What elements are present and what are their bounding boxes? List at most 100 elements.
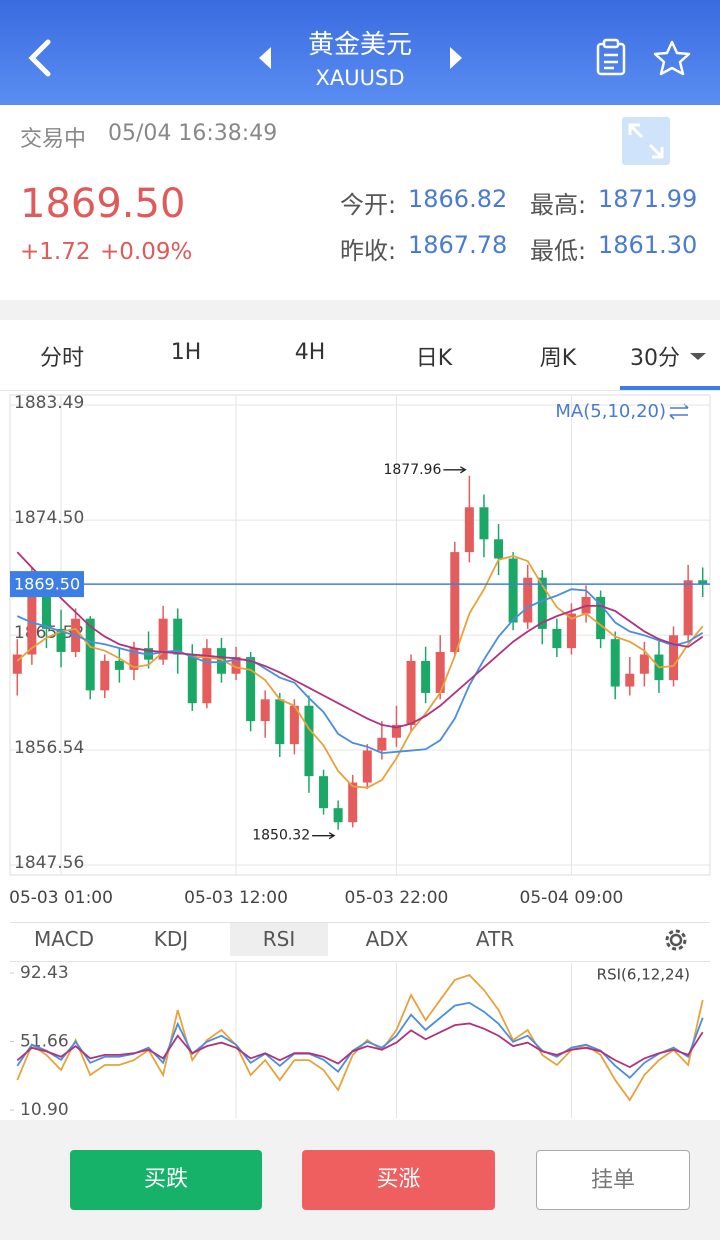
buy-button[interactable]: 买涨 <box>302 1150 495 1210</box>
candle-body <box>56 628 66 652</box>
indicator-tab-selected[interactable]: RSI <box>262 927 296 951</box>
indicator-settings[interactable] <box>660 924 692 956</box>
next-symbol[interactable] <box>450 47 462 69</box>
extreme-arrow-head <box>460 466 467 474</box>
candle-body <box>669 635 679 681</box>
separator <box>0 300 720 320</box>
extreme-arrow-head <box>328 832 336 840</box>
indicator-line <box>16 974 704 1102</box>
open-label: 今开: <box>340 191 397 219</box>
candle-body <box>129 648 139 670</box>
candle-body <box>187 654 197 704</box>
candle-body <box>85 618 95 691</box>
candle-body <box>698 580 708 585</box>
indicator-tab[interactable]: KDJ <box>153 927 189 951</box>
prev-close-label: 昨收: <box>340 237 397 265</box>
divider <box>10 961 710 962</box>
quote-panel: 交易中 05/04 16:38:49 1869.50 +1.72 +0.09% … <box>0 105 720 300</box>
period-tab[interactable]: 周K <box>539 346 577 371</box>
candle-body <box>202 648 212 704</box>
indicator-tab-highlight <box>230 923 328 956</box>
y-tick-label: 1856.54 <box>14 738 84 758</box>
extreme-label: 1877.96 <box>383 462 441 478</box>
y-tick-label: 1874.50 <box>14 508 84 528</box>
sell-button[interactable]: 买跌 <box>70 1150 262 1210</box>
candle-body <box>464 507 474 553</box>
y-tick-label: 51.66 <box>20 1032 69 1052</box>
y-tick-label: 1847.56 <box>14 853 84 873</box>
candle-body <box>435 651 445 693</box>
candle-body <box>289 705 299 745</box>
indicator-legend: RSI(6,12,24) <box>597 966 690 984</box>
candle-body <box>610 639 620 687</box>
x-tick-label: 05-03 22:00 <box>345 888 449 908</box>
candle-body <box>596 596 606 640</box>
candle-body <box>639 654 649 674</box>
indicator-line <box>16 1022 704 1069</box>
back-button[interactable] <box>28 39 51 77</box>
favorite-star[interactable] <box>653 40 691 76</box>
high-value: 1871.99 <box>598 185 698 213</box>
symbol-code: XAUUSD <box>315 66 405 90</box>
divider <box>0 390 720 391</box>
open-value: 1866.82 <box>408 185 508 213</box>
pending-order-button[interactable]: 挂单 <box>536 1150 690 1210</box>
candle-body <box>231 657 241 674</box>
candle-body <box>683 580 693 636</box>
candle-body <box>552 628 562 649</box>
candle-body <box>275 699 285 745</box>
header: 黄金美元 XAUUSD <box>0 0 720 105</box>
candle-body <box>41 590 51 629</box>
indicator-line <box>16 1001 704 1079</box>
candle-body <box>362 750 372 783</box>
prev-symbol[interactable] <box>259 47 271 69</box>
price-change: +1.72 <box>20 239 91 265</box>
period-tab[interactable]: 4H <box>294 340 326 365</box>
period-tab[interactable]: 日K <box>415 346 453 371</box>
candle-body <box>304 705 314 777</box>
candle-body <box>537 577 547 629</box>
candlestick-chart: 05-03 01:00 05-03 12:00 05-03 22:00 05-04 0… <box>9 393 711 908</box>
candle-body <box>319 776 329 809</box>
candle-body <box>479 507 489 540</box>
candle-body <box>158 618 168 660</box>
indicator-line <box>16 554 704 789</box>
indicator-tab[interactable]: ADX <box>365 927 409 951</box>
candle-body <box>391 724 401 738</box>
y-tick-label: 1883.49 <box>14 393 84 413</box>
ma-toggle-icon[interactable] <box>669 403 689 420</box>
prev-close-value: 1867.78 <box>408 231 508 259</box>
x-tick-label: 05-04 09:00 <box>520 888 624 908</box>
candle-body <box>173 618 183 655</box>
x-tick-label: 05-03 12:00 <box>184 888 288 908</box>
high-label: 最高: <box>530 191 587 219</box>
candle-body <box>348 782 358 823</box>
last-price-tag <box>10 571 84 598</box>
candle-body <box>333 808 343 823</box>
indicator-line <box>16 588 704 755</box>
candle-body <box>421 660 431 693</box>
period-dropdown[interactable] <box>620 345 720 391</box>
indicator-tab[interactable]: ATR <box>475 927 515 951</box>
candle-body <box>100 660 110 691</box>
candle-body <box>508 558 518 623</box>
candle-body <box>625 673 635 687</box>
low-label: 最低: <box>530 237 587 265</box>
last-price: 1869.50 <box>20 181 186 227</box>
period-tab[interactable]: 1H <box>170 340 202 365</box>
candle-body <box>450 552 460 652</box>
candle-body <box>12 654 22 674</box>
symbol-title: 黄金美元 <box>307 30 412 60</box>
extreme-label: 1850.32 <box>252 828 310 844</box>
candle-body <box>523 577 533 623</box>
fullscreen-button[interactable] <box>622 117 670 165</box>
period-tab-selected[interactable]: 30分 <box>630 346 680 371</box>
divider <box>10 922 710 923</box>
candle-body <box>566 613 576 649</box>
candle-body <box>494 539 504 559</box>
rsi-chart: 92.43 51.66 10.90 RSI(6,12,24) <box>10 963 704 1120</box>
clipboard-icon[interactable] <box>596 38 626 76</box>
period-tab[interactable]: 分时 <box>39 346 84 371</box>
indicator-tab[interactable]: MACD <box>34 927 94 951</box>
